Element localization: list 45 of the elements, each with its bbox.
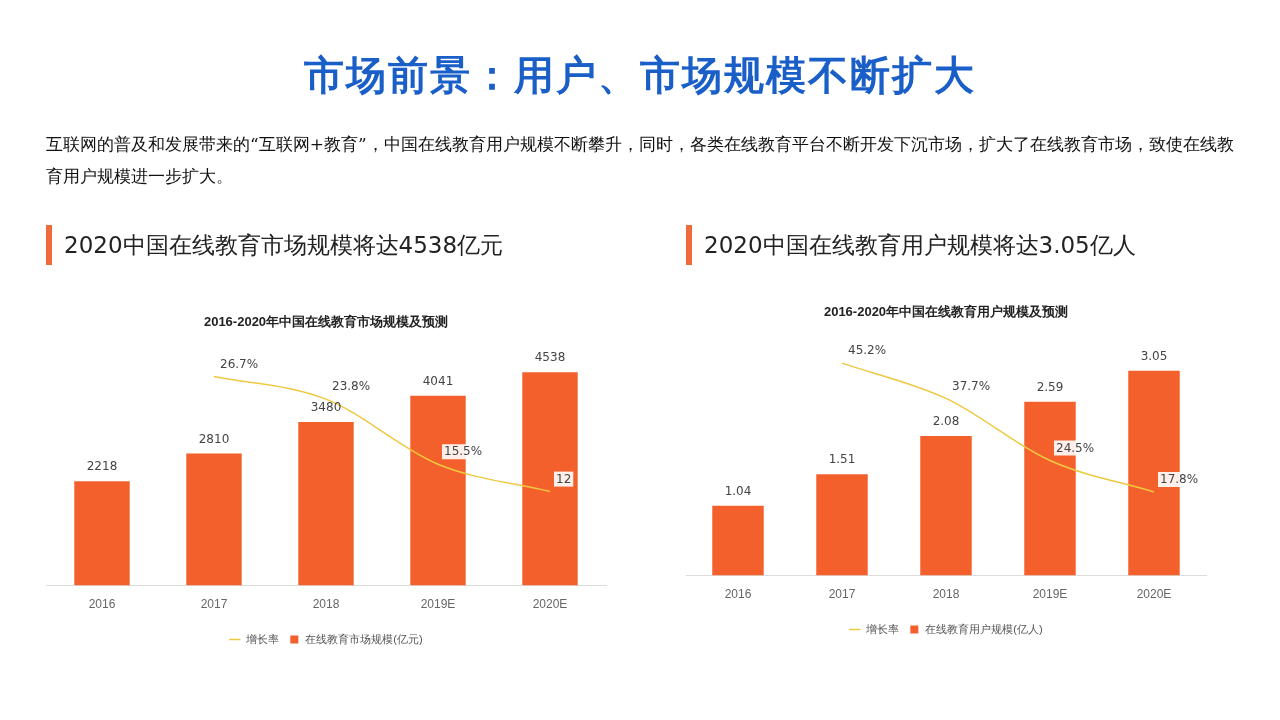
data-label: 1.51 xyxy=(828,452,856,467)
bar xyxy=(712,505,764,576)
x-tick-label: 2020E xyxy=(532,597,568,612)
data-label: 3480 xyxy=(310,400,342,415)
x-tick-label: 2020E xyxy=(1136,587,1172,602)
data-label: 37.7% xyxy=(952,378,991,393)
x-tick-label: 2016 xyxy=(724,587,752,602)
legend-label: 增长率 xyxy=(864,622,899,635)
x-tick-label: 2016 xyxy=(88,597,116,612)
legend-label: 在线教育市场规模(亿元) xyxy=(305,632,423,645)
chart-title: 2016-2020年中国在线教育用户规模及预测 xyxy=(823,304,1069,320)
bar xyxy=(298,422,354,586)
text: 2020中国在线教育用户规模将达3.05亿人 xyxy=(686,225,1246,265)
data-label: 26.7% xyxy=(220,356,259,371)
x-tick-label: 2017 xyxy=(828,587,856,602)
text: 互联网的普及和发展带来的“互联网+教育”，中国在线教育用户规模不断攀升，同时，各类在线教育平台不断开发下沉市场，扩大了在线教育市场，致使在线教育用户规模进一步扩大。 xyxy=(46,133,1235,188)
data-label: 4041 xyxy=(422,373,454,388)
data-label: 1.04 xyxy=(724,483,752,498)
x-tick-label: 2018 xyxy=(312,597,340,612)
data-label: 2.08 xyxy=(932,414,960,429)
data-label: 45.2% xyxy=(848,343,887,358)
x-tick-label: 2019E xyxy=(420,597,456,612)
legend-label: 在线教育用户规模(亿人) xyxy=(925,622,1043,635)
bar xyxy=(816,474,868,576)
text: 2020中国在线教育市场规模将达4538亿元 xyxy=(46,225,646,265)
data-label: 23.8% xyxy=(332,379,371,394)
bar xyxy=(920,435,972,576)
x-tick-label: 2017 xyxy=(200,597,228,612)
data-label: 12 xyxy=(556,471,572,486)
data-label: 15.5% xyxy=(444,444,483,459)
x-tick-label: 2018 xyxy=(932,587,960,602)
data-label: 2.59 xyxy=(1036,379,1064,394)
text: 市场前景：用户、市场规模不断扩大 xyxy=(303,51,977,100)
data-label: 3.05 xyxy=(1140,348,1168,363)
bar xyxy=(186,453,242,586)
data-label: 2810 xyxy=(198,431,230,446)
data-label: 17.8% xyxy=(1160,472,1199,487)
chart-title: 2016-2020年中国在线教育市场规模及预测 xyxy=(203,314,449,330)
bar xyxy=(522,372,578,586)
data-label: 2218 xyxy=(86,459,118,474)
data-label: 24.5% xyxy=(1056,440,1095,455)
bar xyxy=(74,481,130,586)
data-label: 4538 xyxy=(534,350,566,365)
x-tick-label: 2019E xyxy=(1032,587,1068,602)
legend-label: 增长率 xyxy=(244,632,279,645)
